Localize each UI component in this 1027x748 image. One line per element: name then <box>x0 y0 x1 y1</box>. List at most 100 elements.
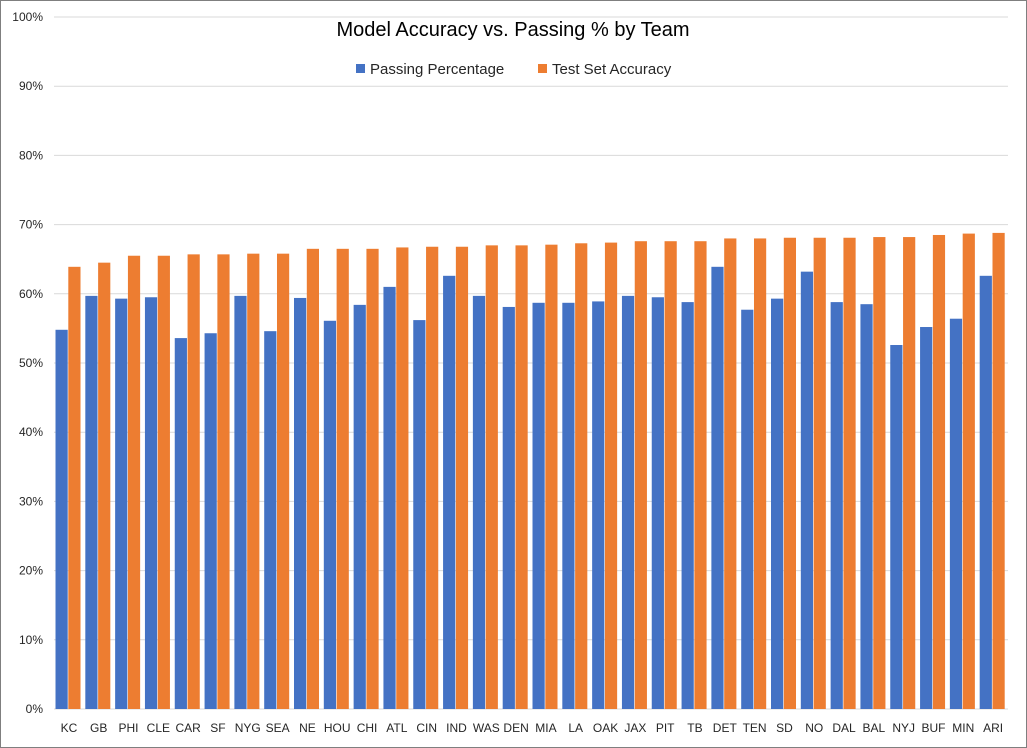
test-set-accuracy-bar <box>515 245 528 710</box>
test-set-accuracy-bar <box>962 233 975 709</box>
test-set-accuracy-bar <box>604 242 618 710</box>
x-category-label: JAX <box>624 721 646 735</box>
passing-percentage-bar <box>353 304 366 709</box>
y-tick-label: 10% <box>19 633 43 647</box>
passing-percentage-bar <box>830 302 843 709</box>
test-set-accuracy-bar <box>187 254 200 709</box>
passing-percentage-bar <box>115 298 128 709</box>
passing-percentage-bar <box>920 327 933 709</box>
passing-percentage-bar <box>979 275 992 709</box>
test-set-accuracy-bar <box>753 238 767 709</box>
test-set-accuracy-bar <box>336 248 349 709</box>
passing-percentage-bar <box>383 286 396 709</box>
passing-percentage-bar <box>651 297 664 709</box>
test-set-accuracy-bar <box>932 234 946 710</box>
test-set-accuracy-bar <box>396 247 409 709</box>
y-axis-tick-labels: 0% 10% 20% 30% 40% 50% 60% 70% 80% 90% 100% <box>12 10 43 716</box>
test-set-accuracy-bar <box>127 255 141 710</box>
passing-percentage-bar <box>771 298 784 709</box>
passing-percentage-bar <box>204 333 217 709</box>
test-set-accuracy-bar <box>634 241 647 709</box>
y-tick-label: 40% <box>19 425 43 439</box>
test-set-accuracy-bar <box>68 266 81 709</box>
x-category-label: LA <box>568 721 583 735</box>
legend: Passing Percentage Test Set Accuracy <box>356 61 672 78</box>
bars <box>55 232 1005 710</box>
x-category-label: CLE <box>147 721 170 735</box>
y-tick-label: 60% <box>19 287 43 301</box>
x-category-label: WAS <box>473 721 500 735</box>
passing-percentage-bar <box>472 295 486 709</box>
passing-percentage-bar <box>443 275 456 709</box>
x-category-label: HOU <box>324 721 351 735</box>
x-category-label: SD <box>776 721 793 735</box>
x-category-label: BUF <box>921 721 945 735</box>
test-set-accuracy-bar <box>276 253 290 709</box>
x-category-label: SEA <box>266 721 290 735</box>
test-set-accuracy-bar <box>724 238 737 709</box>
test-set-accuracy-bar <box>98 262 111 709</box>
x-category-label: DET <box>713 721 738 735</box>
x-category-label: SF <box>210 721 225 735</box>
x-category-label: PHI <box>119 721 139 735</box>
legend-label: Test Set Accuracy <box>552 61 672 78</box>
x-category-label: OAK <box>593 721 618 735</box>
passing-percentage-bar <box>621 295 635 709</box>
y-tick-label: 0% <box>26 702 44 716</box>
passing-percentage-bar <box>741 309 754 709</box>
passing-percentage-bar <box>592 301 605 709</box>
x-category-label: TB <box>687 721 702 735</box>
passing-percentage-bar <box>949 318 963 709</box>
test-set-accuracy-bar <box>217 254 230 709</box>
test-set-accuracy-bar <box>903 237 916 709</box>
passing-percentage-bar <box>174 338 187 709</box>
passing-percentage-bar <box>294 297 307 709</box>
x-category-label: PIT <box>656 721 675 735</box>
passing-percentage-bar <box>860 304 873 709</box>
passing-percentage-bar <box>413 320 426 709</box>
passing-percentage-bar <box>502 306 515 709</box>
test-set-accuracy-bar <box>694 241 707 709</box>
y-tick-label: 80% <box>19 148 43 162</box>
passing-percentage-bar <box>55 329 68 709</box>
x-axis-category-labels: KC GB PHI CLE CAR SF NYG SEA NE HOU CHI ATL CIN IND WA… <box>61 721 1004 735</box>
x-category-label: DAL <box>832 721 856 735</box>
x-category-label: BAL <box>863 721 886 735</box>
x-category-label: NYJ <box>892 721 915 735</box>
test-set-accuracy-bar <box>873 237 886 709</box>
test-set-accuracy-bar <box>813 237 826 710</box>
test-set-accuracy-bar <box>545 244 558 709</box>
y-tick-label: 90% <box>19 79 43 93</box>
test-set-accuracy-bar <box>575 243 588 709</box>
x-category-label: IND <box>446 721 467 735</box>
y-tick-label: 100% <box>12 10 43 24</box>
legend-swatch <box>538 64 547 73</box>
passing-percentage-bar <box>532 302 545 709</box>
legend-label: Passing Percentage <box>370 61 504 78</box>
passing-percentage-bar <box>234 295 247 709</box>
x-category-label: KC <box>61 721 78 735</box>
x-category-label: CAR <box>175 721 201 735</box>
test-set-accuracy-bar <box>783 237 797 710</box>
y-tick-label: 70% <box>19 218 43 232</box>
test-set-accuracy-bar <box>992 232 1005 710</box>
passing-percentage-bar <box>711 266 724 709</box>
test-set-accuracy-bar <box>366 248 379 709</box>
passing-percentage-bar <box>323 320 337 709</box>
x-category-label: NO <box>805 721 823 735</box>
x-category-label: CHI <box>357 721 378 735</box>
test-set-accuracy-bar <box>157 255 170 710</box>
y-tick-label: 30% <box>19 494 43 508</box>
x-category-label: GB <box>90 721 107 735</box>
test-set-accuracy-bar <box>664 241 677 709</box>
y-tick-label: 20% <box>19 564 43 578</box>
passing-percentage-bar <box>562 302 575 709</box>
x-category-label: ARI <box>983 721 1003 735</box>
test-set-accuracy-bar <box>306 248 320 709</box>
passing-percentage-bar <box>681 302 694 709</box>
passing-percentage-bar <box>264 331 277 709</box>
passing-percentage-bar <box>144 297 158 709</box>
test-set-accuracy-bar <box>455 246 469 709</box>
